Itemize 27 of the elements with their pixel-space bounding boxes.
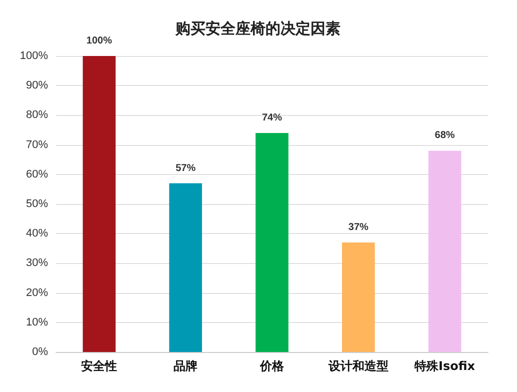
y-tick-label: 100% bbox=[20, 50, 48, 62]
y-tick-label: 70% bbox=[26, 138, 48, 151]
bar bbox=[169, 183, 202, 352]
bar bbox=[256, 132, 288, 352]
data-label: 68% bbox=[434, 130, 455, 142]
y-tick-label: 40% bbox=[26, 228, 48, 240]
y-tick-label: 80% bbox=[26, 109, 48, 122]
y-tick-label: 20% bbox=[26, 286, 48, 299]
bar bbox=[342, 242, 375, 352]
x-tick-label: 品牌 bbox=[174, 359, 198, 373]
chart-title: 购买安全座椅的决定因素 bbox=[174, 20, 340, 38]
x-tick-label: 安全性 bbox=[81, 359, 118, 373]
data-label: 37% bbox=[348, 222, 369, 233]
data-label: 57% bbox=[176, 162, 196, 174]
y-tick-label: 10% bbox=[26, 316, 48, 328]
y-tick-label: 60% bbox=[26, 168, 48, 180]
bar bbox=[428, 150, 462, 352]
x-tick-label: 设计和造型 bbox=[327, 359, 388, 373]
bar bbox=[82, 56, 116, 352]
y-tick-label: 0% bbox=[32, 346, 48, 358]
x-tick-label: 特殊Isofix bbox=[414, 359, 476, 373]
y-tick-label: 90% bbox=[26, 80, 48, 92]
x-tick-label: 价格 bbox=[259, 359, 285, 373]
data-label: 100% bbox=[86, 36, 112, 46]
data-label: 74% bbox=[262, 112, 282, 124]
y-tick-label: 50% bbox=[26, 198, 48, 210]
y-tick-label: 30% bbox=[26, 257, 48, 270]
